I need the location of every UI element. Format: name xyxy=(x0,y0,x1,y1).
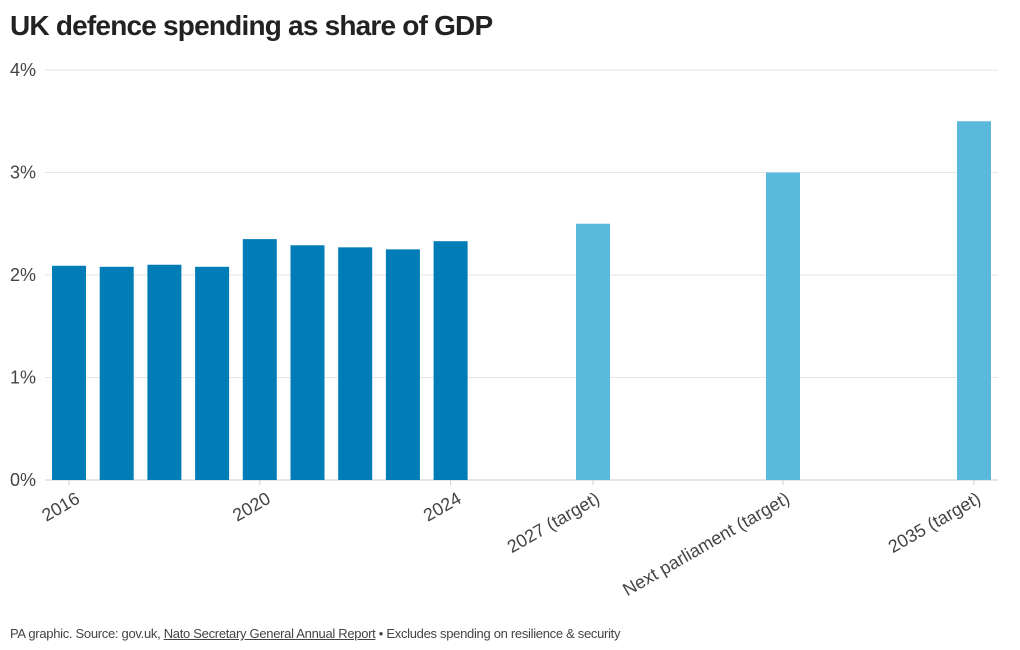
bar-2023 xyxy=(385,249,420,480)
bar-target-0 xyxy=(576,223,610,480)
bars xyxy=(52,121,991,480)
bar-chart: 0% 1% 2% 3% 4% 2016 2020 2024 2027 (target) Next… xyxy=(10,60,998,600)
bar-2018 xyxy=(147,264,182,480)
bar-2021 xyxy=(290,245,325,480)
x-tick-label: 2016 xyxy=(38,488,83,525)
y-tick-label: 4% xyxy=(10,60,36,80)
bar-2016 xyxy=(52,265,86,480)
bar-target-2 xyxy=(957,121,991,480)
y-tick-label: 3% xyxy=(10,163,36,183)
gridlines xyxy=(45,69,998,481)
x-tick-label: 2035 (target) xyxy=(885,488,984,557)
bar-2020 xyxy=(242,239,277,480)
bar-target-1 xyxy=(766,172,800,480)
y-axis-ticks: 0% 1% 2% 3% 4% xyxy=(10,60,36,490)
x-tick-label: Next parliament (target) xyxy=(619,488,793,600)
bar-2017 xyxy=(99,266,134,480)
bar-2019 xyxy=(195,266,230,480)
source-link[interactable]: Nato Secretary General Annual Report xyxy=(163,626,376,641)
x-tick-label: 2027 (target) xyxy=(504,488,603,557)
chart-title: UK defence spending as share of GDP xyxy=(10,10,493,41)
x-axis-ticks: 2016 2020 2024 2027 (target) Next parliament… xyxy=(38,480,984,600)
x-tick-label: 2020 xyxy=(229,488,274,525)
source-footer: PA graphic. Source: gov.uk, Nato Secreta… xyxy=(10,626,620,641)
y-tick-label: 1% xyxy=(10,368,36,388)
bar-2024 xyxy=(433,241,468,480)
x-tick-label: 2024 xyxy=(420,488,465,525)
footer-prefix: PA graphic. Source: gov.uk, xyxy=(10,626,164,641)
footer-suffix: • Excludes spending on resilience & secu… xyxy=(375,626,621,641)
y-tick-label: 2% xyxy=(10,265,36,285)
bar-2022 xyxy=(338,247,373,480)
y-tick-label: 0% xyxy=(10,470,36,490)
